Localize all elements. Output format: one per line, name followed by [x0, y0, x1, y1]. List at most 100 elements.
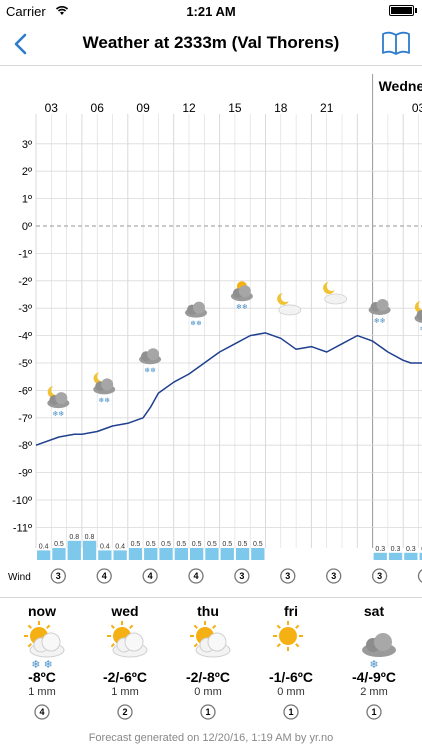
- precip-bar: [159, 548, 173, 560]
- wind-speed: 4: [193, 571, 198, 581]
- temperature-chart[interactable]: 3º 2º 1º 0º -1º -2º -3º -4º -5º -6º -7º -8º -9º -10º -…: [0, 66, 422, 596]
- day-sat[interactable]: sat ❄ -4/-9ºC 2 mm 1: [332, 598, 416, 728]
- precip-label: 0.5: [238, 541, 248, 548]
- precip-bar: [37, 550, 51, 560]
- cloud-snow-icon: ❄❄: [139, 348, 162, 374]
- snowflake-icon: ❄❄: [144, 366, 156, 374]
- day-thu[interactable]: thu -2/-8ºC 0 mm 1: [166, 598, 250, 728]
- wind-speed: 3: [285, 571, 290, 581]
- precip-bar: [98, 550, 112, 560]
- precip-bar: [235, 548, 250, 560]
- precip-bar: [404, 552, 418, 560]
- y-tick-label: -5º: [18, 358, 32, 370]
- cloud-shape: [324, 293, 348, 305]
- wind-speed: 3: [331, 571, 336, 581]
- moon-cloud-icon: [323, 281, 348, 305]
- snowflake-icon: ❄❄: [420, 325, 422, 333]
- wind-circle: [142, 568, 158, 584]
- day-label: Wedne: [379, 78, 422, 94]
- hour-label: 18: [274, 101, 288, 115]
- y-tick-label: -3º: [18, 303, 32, 315]
- precip-bar: [373, 552, 387, 560]
- day-precipitation: 0 mm: [194, 686, 222, 698]
- svg-text:1: 1: [288, 707, 293, 717]
- day-name: now: [28, 603, 56, 619]
- moon-shape: [277, 292, 289, 305]
- day-temperature: -1/-6ºC: [268, 669, 313, 685]
- precip-bar: [174, 548, 188, 560]
- hour-label: 06: [91, 101, 105, 115]
- navigation-bar: Weather at 2333m (Val Thorens): [0, 22, 422, 66]
- precip-label: 0.5: [222, 541, 232, 548]
- battery-icon: [389, 5, 414, 16]
- day-wed[interactable]: wed -2/-6ºC 1 mm 2: [83, 598, 167, 728]
- forecast-footer: Forecast generated on 12/20/16, 1:19 AM …: [88, 732, 334, 744]
- wind-circle: [371, 568, 388, 584]
- wind-circle: [234, 568, 250, 584]
- day-precipitation: 2 mm: [360, 686, 388, 698]
- day-precipitation: 0 mm: [277, 686, 305, 698]
- snowflake-icon: ❄❄: [52, 410, 64, 418]
- day-name: sat: [363, 603, 385, 619]
- chevron-left-icon[interactable]: [8, 30, 34, 58]
- battery-tip: [415, 8, 417, 13]
- precip-label: 0.5: [207, 541, 217, 548]
- y-tick-label: -10º: [12, 495, 32, 507]
- moon-shape: [414, 301, 422, 314]
- snowflake-icon: ❄❄: [236, 303, 248, 311]
- y-tick-label: -9º: [18, 468, 32, 480]
- book-icon[interactable]: [380, 29, 412, 57]
- hour-label: 03: [45, 101, 59, 115]
- snowflake-icon: ❄❄: [374, 317, 386, 325]
- day-fri[interactable]: fri -1/-6ºC 0 mm 1: [249, 598, 333, 728]
- day-name: wed: [111, 603, 139, 619]
- precip-label: 0.5: [192, 541, 202, 548]
- precip-label: 0.5: [131, 541, 141, 548]
- daily-forecast: now ❄ ❄ -8ºC 1 mm 4 wed -2/-6ºC 1 mm 2 thu -2/-8ºC…: [0, 597, 422, 727]
- svg-text:1: 1: [205, 707, 210, 717]
- day-name: fri: [284, 603, 298, 619]
- precip-label: 0.4: [115, 543, 125, 550]
- hour-label: 15: [228, 101, 242, 115]
- day-temperature: -8ºC: [28, 669, 56, 685]
- moon-cloud-icon: [277, 292, 302, 316]
- moon-shape: [93, 372, 106, 385]
- y-tick-label: -7º: [18, 413, 32, 425]
- y-tick-label: -2º: [18, 276, 32, 288]
- moon-shape: [323, 281, 335, 294]
- wind-speed: 3: [377, 571, 382, 581]
- carrier-label: Carrier: [6, 4, 46, 19]
- cloud-shape: [55, 392, 68, 405]
- precip-label: 0.3: [391, 546, 401, 553]
- cloud-shape: [376, 298, 389, 311]
- precip-label: 0.5: [253, 541, 263, 548]
- y-tick-label: -6º: [18, 385, 32, 397]
- wind-circle: [280, 568, 296, 584]
- y-tick-label: -11º: [13, 522, 32, 534]
- precip-label: 0.5: [161, 541, 171, 548]
- wind-circle: [50, 568, 66, 584]
- precip-bar: [113, 550, 127, 560]
- sun-cloud-icon: [24, 621, 65, 658]
- moon-cloud-snow-icon: ❄❄: [414, 301, 422, 333]
- precip-label: 0.3: [375, 546, 385, 553]
- y-tick-label: -8º: [18, 440, 32, 452]
- day-now[interactable]: now ❄ ❄ -8ºC 1 mm 4: [0, 598, 84, 728]
- snowflake-icon: ❄ ❄: [31, 659, 53, 671]
- day-precipitation: 1 mm: [28, 686, 56, 698]
- precip-bar: [128, 548, 143, 560]
- cloud-snow-icon: [362, 633, 396, 657]
- precip-bar: [52, 548, 66, 560]
- snowflake-icon: ❄: [369, 659, 379, 671]
- cloud-shape: [416, 310, 422, 321]
- precip-bar: [67, 540, 81, 560]
- precip-bar: [190, 548, 204, 560]
- wind-circle: [96, 568, 112, 584]
- sun-cloud-icon: [107, 621, 148, 658]
- wifi-icon: [55, 6, 69, 15]
- y-tick-label: -4º: [18, 331, 32, 343]
- day-precipitation: 1 mm: [111, 686, 139, 698]
- y-tick-label: 3º: [22, 139, 32, 151]
- hour-label: 03: [412, 101, 422, 115]
- wind-speed: 3: [239, 571, 244, 581]
